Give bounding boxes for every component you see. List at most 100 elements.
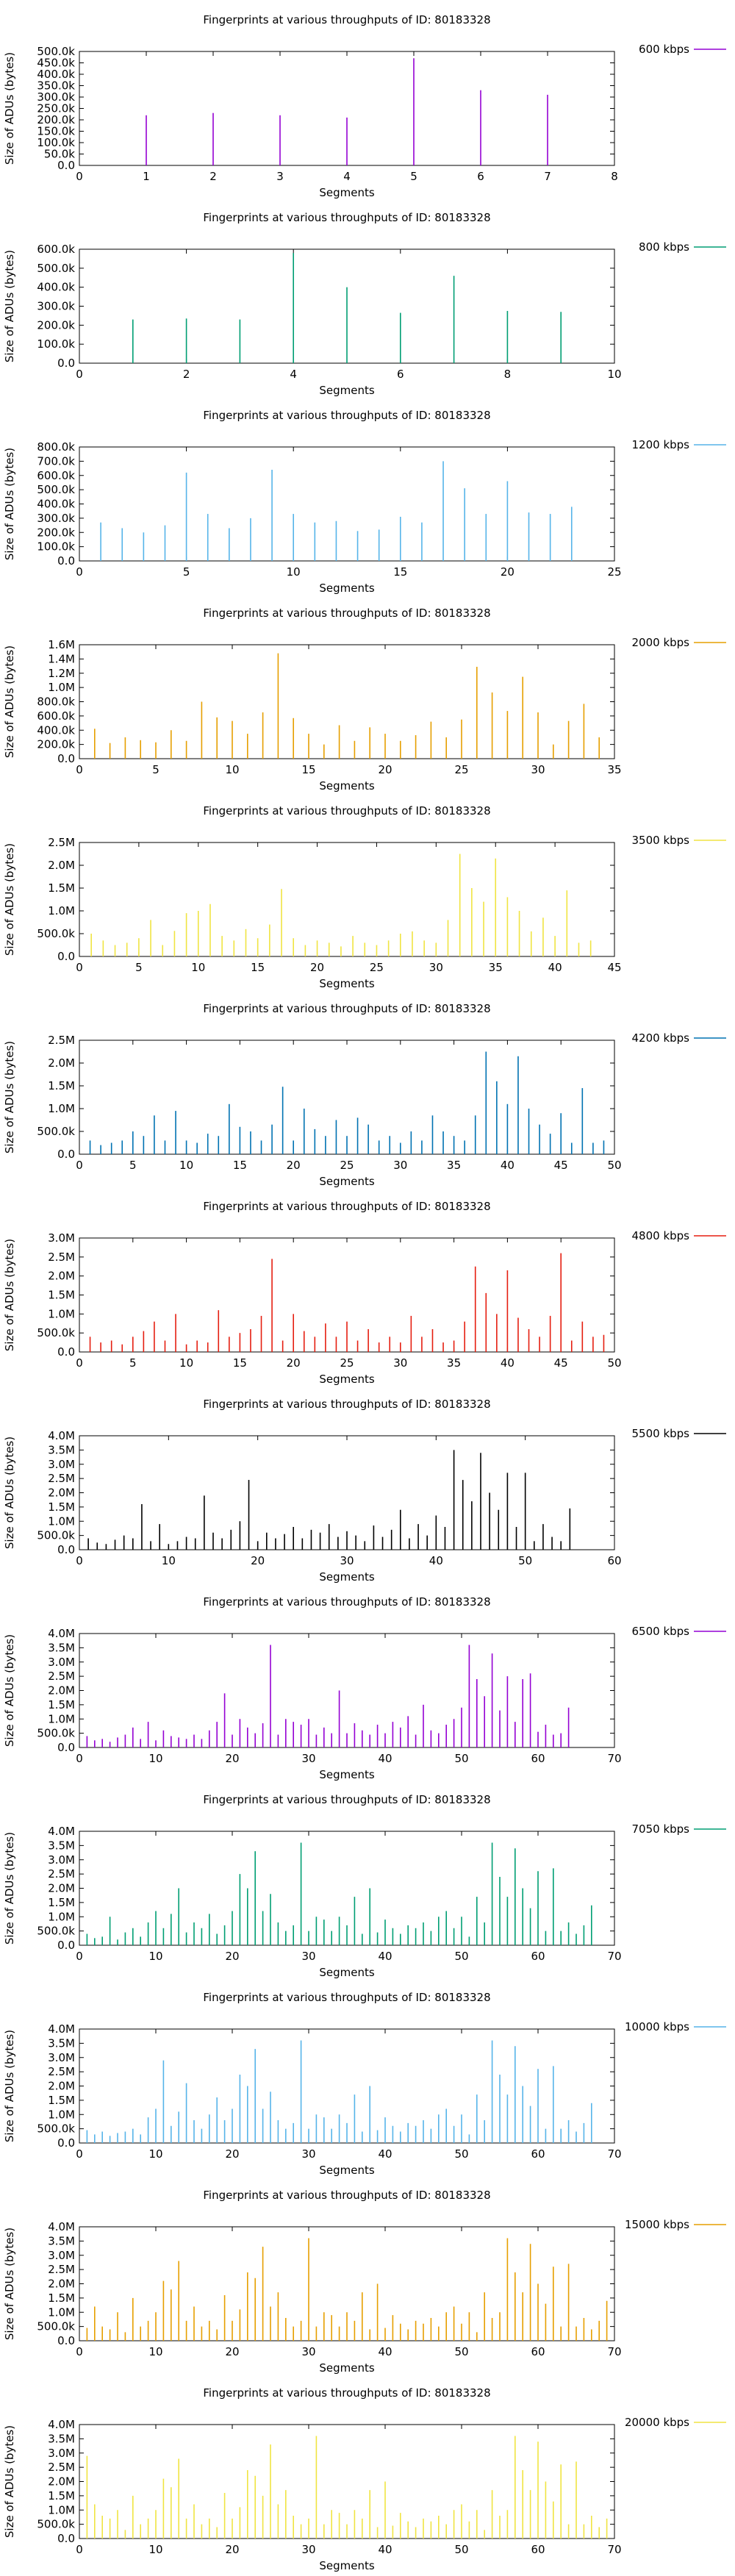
x-tick-label: 0 [76,1356,83,1370]
plot-frame [79,2424,615,2539]
x-axis-label: Segments [319,977,375,990]
legend-label: 3500 kbps [632,834,690,847]
y-tick-label: 150.0k [37,125,75,138]
x-tick-label: 50 [607,1356,621,1370]
x-tick-label: 10 [162,1554,176,1567]
y-tick-label: 0.0 [57,2334,75,2347]
chart-panel-9: Fingerprints at various throughputs of I… [3,1595,726,1781]
y-tick-label: 3.0M [48,2051,75,2064]
y-tick-label: 300.0k [37,512,75,525]
y-tick-label: 500.0k [37,1925,75,1938]
x-axis-label: Segments [319,1175,375,1188]
x-tick-label: 20 [378,763,392,776]
x-tick-label: 6 [397,368,404,381]
x-tick-label: 35 [489,961,503,974]
chart-title: Fingerprints at various throughputs of I… [203,1002,490,1015]
y-tick-label: 1.0M [48,2503,75,2516]
legend-label: 800 kbps [639,240,689,254]
x-tick-label: 60 [607,1554,621,1567]
y-tick-label: 0.0 [57,2136,75,2150]
y-tick-label: 3.5M [48,1641,75,1654]
chart-panel-8: Fingerprints at various throughputs of I… [3,1398,726,1584]
legend-label: 10000 kbps [625,2020,689,2033]
y-tick-label: 200.0k [37,526,75,539]
y-tick-label: 3.0M [48,1231,75,1245]
x-tick-label: 20 [225,2345,239,2358]
legend-label: 15000 kbps [625,2218,689,2231]
y-tick-label: 50.0k [44,148,75,161]
y-axis-label: Size of ADUs (bytes) [3,1437,16,1549]
x-tick-label: 70 [607,1752,621,1765]
y-tick-label: 450.0k [37,57,75,70]
y-tick-label: 0.0 [57,950,75,963]
y-axis-label: Size of ADUs (bytes) [3,2425,16,2538]
y-tick-label: 400.0k [37,68,75,81]
x-tick-label: 30 [301,2345,315,2358]
y-tick-label: 500.0k [37,2518,75,2531]
legend-label: 4200 kbps [632,1031,690,1045]
chart-title: Fingerprints at various throughputs of I… [203,2386,490,2400]
y-axis-label: Size of ADUs (bytes) [3,2030,16,2142]
x-tick-label: 60 [531,1950,545,1963]
y-tick-label: 400.0k [37,281,75,294]
chart-panel-12: Fingerprints at various throughputs of I… [3,2189,726,2375]
y-axis-label: Size of ADUs (bytes) [3,645,16,758]
x-axis-label: Segments [319,2361,375,2375]
y-tick-label: 0.0 [57,1148,75,1161]
x-tick-label: 10 [225,763,239,776]
x-tick-label: 40 [378,2345,392,2358]
x-tick-label: 30 [301,1950,315,1963]
y-axis-label: Size of ADUs (bytes) [3,448,16,560]
y-tick-label: 0.0 [57,1939,75,1952]
y-tick-label: 3.5M [48,1839,75,1852]
y-tick-label: 2.0M [48,1056,75,1070]
y-tick-label: 4.0M [48,2220,75,2233]
y-tick-label: 2.5M [48,2461,75,2474]
x-tick-label: 10 [191,961,205,974]
y-tick-label: 1.4M [48,652,75,665]
x-tick-label: 30 [340,1554,354,1567]
x-tick-label: 50 [454,2345,468,2358]
chart-panel-6: Fingerprints at various throughputs of I… [3,1002,726,1188]
legend-label: 2000 kbps [632,636,690,649]
y-tick-label: 3.0M [48,2249,75,2262]
y-tick-label: 600.0k [37,709,75,723]
y-tick-label: 1.0M [48,1307,75,1320]
x-tick-label: 50 [454,1752,468,1765]
y-tick-label: 2.5M [48,2065,75,2078]
y-tick-label: 1.0M [48,2305,75,2319]
y-tick-label: 0.0 [57,1345,75,1359]
y-axis-label: Size of ADUs (bytes) [3,1832,16,1944]
x-tick-label: 70 [607,1950,621,1963]
y-tick-label: 0.0 [57,554,75,568]
y-tick-label: 500.0k [37,2320,75,2333]
x-tick-label: 40 [501,1159,514,1172]
x-tick-label: 10 [148,1752,162,1765]
y-tick-label: 1.5M [48,881,75,895]
y-tick-label: 500.0k [37,1125,75,1138]
x-tick-label: 3 [276,170,284,183]
y-tick-label: 1.0M [48,1910,75,1923]
y-tick-label: 500.0k [37,927,75,940]
y-tick-label: 0.0 [57,2532,75,2545]
x-tick-label: 25 [607,565,621,579]
y-tick-label: 1.5M [48,1896,75,1909]
x-tick-label: 0 [76,1950,83,1963]
y-tick-label: 1.5M [48,2094,75,2107]
x-tick-label: 20 [251,1554,265,1567]
y-axis-label: Size of ADUs (bytes) [3,52,16,165]
y-tick-label: 2.0M [48,2080,75,2093]
y-tick-label: 2.0M [48,2475,75,2489]
y-tick-label: 0.0 [57,752,75,765]
x-axis-label: Segments [319,582,375,595]
chart-panel-2: Fingerprints at various throughputs of I… [3,211,726,397]
y-tick-label: 700.0k [37,454,75,468]
y-tick-label: 300.0k [37,300,75,313]
y-tick-label: 2.0M [48,1486,75,1500]
x-tick-label: 0 [76,1159,83,1172]
x-tick-label: 30 [301,2147,315,2161]
x-tick-label: 0 [76,961,83,974]
plot-frame [79,1633,615,1748]
x-tick-label: 30 [301,2543,315,2556]
